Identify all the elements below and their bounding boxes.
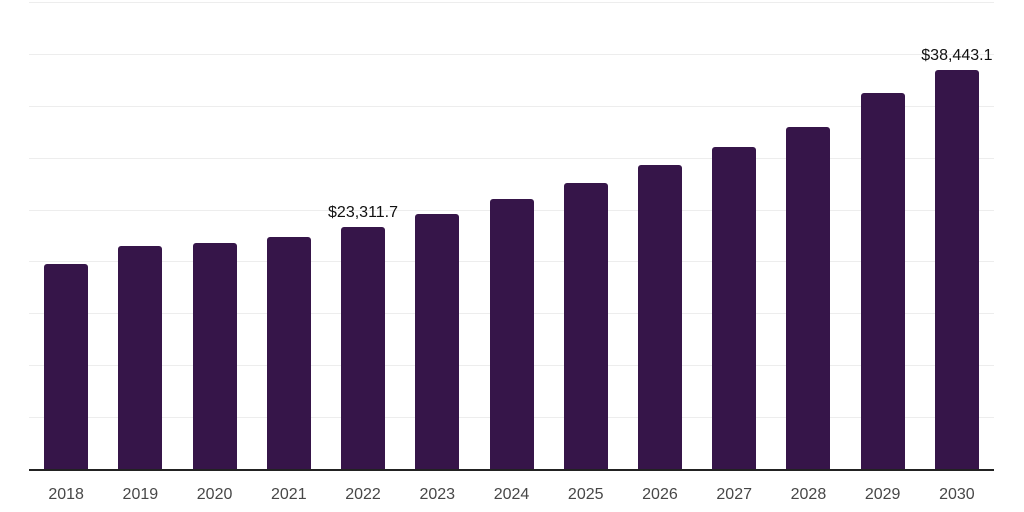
gridline-40000 — [29, 53, 994, 55]
x-tick-2018: 2018 — [48, 486, 84, 503]
x-tick-2028: 2028 — [790, 486, 827, 503]
bar-2019[interactable] — [118, 245, 163, 469]
gridline-45000 — [29, 2, 994, 3]
bar-2023[interactable] — [415, 213, 460, 469]
bar-2026[interactable] — [637, 164, 682, 469]
x-tick-2020: 2020 — [196, 486, 233, 503]
x-tick-2030: 2030 — [939, 486, 975, 503]
gridline-35000 — [29, 105, 994, 107]
bar-2018[interactable] — [44, 264, 89, 469]
bar-2027[interactable] — [712, 146, 757, 469]
gridline-30000 — [29, 157, 994, 159]
x-tick-2021: 2021 — [271, 486, 307, 503]
data-label-2030: $38,443.1 — [921, 47, 993, 65]
x-tick-2022: 2022 — [345, 486, 381, 503]
x-tick-2019: 2019 — [122, 486, 159, 503]
bar-2030[interactable] — [934, 70, 979, 469]
bar-2024[interactable] — [489, 199, 534, 469]
bar-2020[interactable] — [192, 243, 237, 469]
bar-2028[interactable] — [786, 127, 831, 469]
x-axis-line — [29, 469, 994, 471]
x-tick-2026: 2026 — [642, 486, 678, 503]
x-tick-2023: 2023 — [419, 486, 456, 503]
x-tick-2027: 2027 — [716, 486, 752, 503]
data-label-2022: $23,311.7 — [328, 204, 399, 222]
x-tick-2025: 2025 — [567, 486, 604, 503]
bar-2029[interactable] — [860, 93, 905, 469]
x-tick-2029: 2029 — [864, 486, 901, 503]
x-tick-2024: 2024 — [493, 486, 530, 503]
bar-2022[interactable] — [341, 227, 386, 469]
bar-2021[interactable] — [266, 237, 311, 469]
bar-2025[interactable] — [563, 183, 608, 469]
